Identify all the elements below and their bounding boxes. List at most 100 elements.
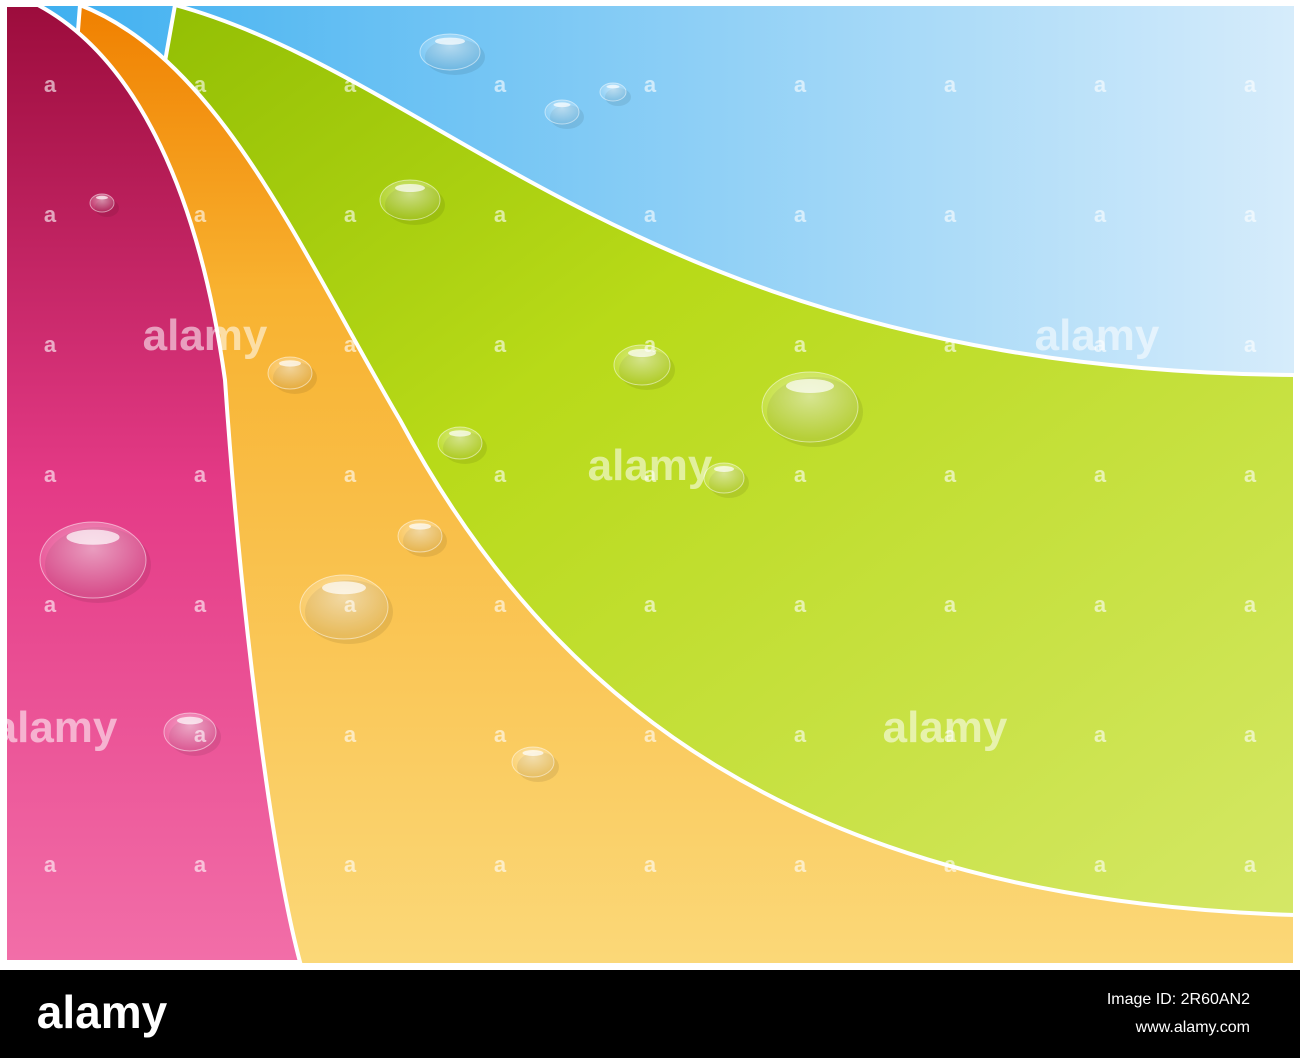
watermark-mark: a [494,722,507,747]
droplet-highlight [553,102,571,108]
watermark-mark: a [1094,72,1107,97]
watermark-mark: a [1244,72,1257,97]
droplet-highlight [449,430,471,437]
watermark-mark: a [44,332,57,357]
droplet [511,746,555,778]
droplet [419,33,481,71]
droplet-highlight [395,184,425,192]
droplet [761,371,859,443]
watermark-mark: a [194,72,207,97]
droplet [379,179,441,221]
watermark: alamy [883,703,1008,752]
watermark-mark: a [194,852,207,877]
watermark-mark: a [794,332,807,357]
watermark-mark: a [944,592,957,617]
watermark-mark: a [944,462,957,487]
watermark-mark: a [1094,462,1107,487]
orange-band [2,2,1297,967]
watermark-mark: a [794,722,807,747]
droplet [163,712,217,752]
watermark-mark: a [344,592,357,617]
watermarks: alamy alamy alamy alamy alamy a a a a a a a a a a a a a a a… [0,72,1257,877]
watermark: alamy [0,703,118,752]
watermark-mark: a [44,202,57,227]
watermark-mark: a [494,72,507,97]
watermark-mark: a [1244,852,1257,877]
droplet-highlight [279,360,301,367]
watermark-mark: a [44,72,57,97]
watermark-mark: a [644,592,657,617]
droplet [544,99,580,125]
watermark-mark: a [944,852,957,877]
watermark-mark: a [644,852,657,877]
watermark-mark: a [494,852,507,877]
droplet-highlight [522,750,544,756]
watermark: alamy [143,311,268,360]
watermark-mark: a [44,462,57,487]
watermark-mark: a [1094,202,1107,227]
droplet [39,521,147,599]
droplet [89,193,115,213]
droplet-highlight [177,716,203,725]
watermark-mark: a [44,592,57,617]
droplet [437,426,483,460]
watermark-mark: a [644,202,657,227]
watermark-mark: a [1244,202,1257,227]
watermark-mark: a [344,722,357,747]
watermark-mark: a [344,332,357,357]
watermark: alamy [1035,311,1160,360]
watermark-mark: a [644,462,657,487]
watermark-mark: a [344,462,357,487]
watermark-mark: a [194,592,207,617]
watermark-mark: a [344,72,357,97]
droplet [267,356,313,390]
watermark-mark: a [1094,722,1107,747]
watermark-mark: a [794,202,807,227]
watermark-mark: a [1244,592,1257,617]
watermark-mark: a [644,72,657,97]
watermark-mark: a [1094,852,1107,877]
watermark-mark: a [194,722,207,747]
droplet-highlight [606,84,620,89]
watermark-mark: a [194,462,207,487]
droplet [299,574,389,640]
frame [0,0,1300,970]
watermark-mark: a [794,852,807,877]
watermark-mark: a [344,852,357,877]
watermark-mark: a [44,852,57,877]
artwork [0,0,1300,970]
watermark-mark: a [944,722,957,747]
watermark-mark: a [944,202,957,227]
droplet-highlight [66,529,120,545]
droplet-highlight [322,581,366,595]
droplet-highlight [786,379,834,393]
watermark-mark: a [944,332,957,357]
droplets [39,33,863,782]
watermark-mark: a [794,592,807,617]
watermark-mark: a [344,202,357,227]
watermark-mark: a [494,592,507,617]
droplet [397,519,443,553]
watermark: alamy [588,441,713,490]
watermark-mark: a [1244,462,1257,487]
droplet-highlight [96,195,108,200]
droplet-highlight [435,37,465,45]
footer-url: www.alamy.com [1135,1019,1250,1036]
watermark-mark: a [1244,722,1257,747]
footer-bar [0,970,1300,1058]
watermark-mark: a [1094,592,1107,617]
watermark-mark: a [944,72,957,97]
watermark-mark: a [1244,332,1257,357]
watermark-mark: a [644,722,657,747]
droplet [703,462,745,494]
watermark-mark: a [494,202,507,227]
magenta-band [3,2,303,964]
droplet-highlight [409,523,431,530]
droplet-highlight [628,349,656,357]
droplet [613,344,671,386]
watermark-mark: a [494,462,507,487]
footer-logo: alamy [37,986,168,1038]
watermark-mark: a [794,72,807,97]
image-id: Image ID: 2R60AN2 [1107,991,1250,1008]
